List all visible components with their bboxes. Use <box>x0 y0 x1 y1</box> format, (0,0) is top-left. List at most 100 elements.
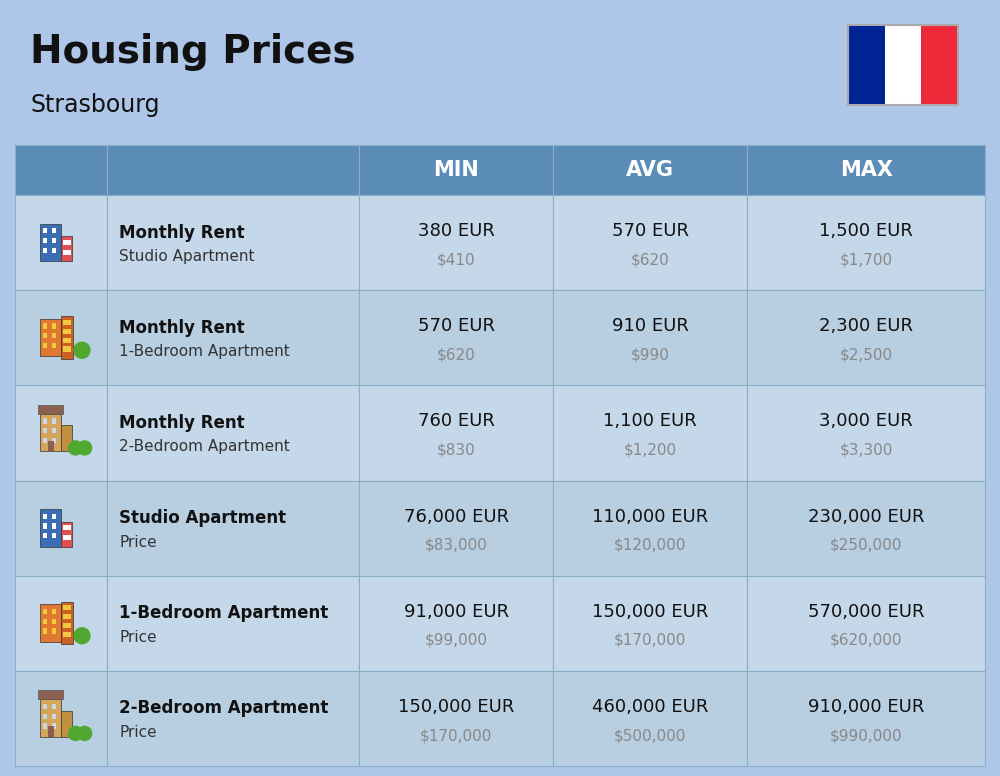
Bar <box>848 25 885 105</box>
Text: Studio Apartment: Studio Apartment <box>119 249 255 264</box>
Text: $3,300: $3,300 <box>839 442 893 458</box>
Bar <box>40 509 61 546</box>
Bar <box>63 535 71 540</box>
Bar <box>48 726 54 737</box>
Bar <box>61 236 72 261</box>
Text: $990,000: $990,000 <box>830 728 902 743</box>
Bar <box>15 480 107 576</box>
Bar <box>63 614 71 619</box>
Text: 76,000 EUR: 76,000 EUR <box>404 508 509 525</box>
Bar <box>359 145 553 195</box>
Text: 110,000 EUR: 110,000 EUR <box>592 508 708 525</box>
Bar <box>63 250 71 255</box>
Text: $250,000: $250,000 <box>830 538 902 553</box>
Bar <box>43 608 47 614</box>
Bar <box>52 333 56 338</box>
Bar <box>43 629 47 633</box>
Bar <box>40 319 61 356</box>
Bar <box>52 608 56 614</box>
Bar <box>52 438 56 443</box>
Bar <box>52 629 56 633</box>
Circle shape <box>78 726 92 740</box>
Bar <box>553 195 747 290</box>
Bar <box>15 195 107 290</box>
Text: 570 EUR: 570 EUR <box>418 317 495 335</box>
Text: 1,100 EUR: 1,100 EUR <box>603 413 697 431</box>
Bar <box>921 25 958 105</box>
Bar <box>43 418 47 424</box>
Bar <box>52 237 56 243</box>
Text: $83,000: $83,000 <box>425 538 488 553</box>
Text: MAX: MAX <box>840 160 893 180</box>
Bar <box>43 248 47 253</box>
Bar <box>359 576 553 670</box>
Bar <box>747 145 985 195</box>
Bar <box>553 576 747 670</box>
Text: 230,000 EUR: 230,000 EUR <box>808 508 924 525</box>
Bar <box>43 228 47 234</box>
Text: 3,000 EUR: 3,000 EUR <box>819 413 913 431</box>
Bar <box>43 618 47 624</box>
Bar <box>43 723 47 729</box>
Bar <box>107 670 359 766</box>
Bar <box>63 632 71 637</box>
Text: 1-Bedroom Apartment: 1-Bedroom Apartment <box>119 605 328 622</box>
Bar <box>43 438 47 443</box>
Circle shape <box>69 726 83 740</box>
Text: $2,500: $2,500 <box>840 348 893 362</box>
Bar <box>61 317 73 359</box>
Bar <box>61 425 72 452</box>
Text: $1,700: $1,700 <box>840 252 893 267</box>
Bar <box>40 223 61 261</box>
Bar <box>43 237 47 243</box>
Bar <box>107 576 359 670</box>
Text: $830: $830 <box>437 442 476 458</box>
Bar <box>52 248 56 253</box>
Bar <box>52 704 56 709</box>
Bar <box>43 428 47 434</box>
Bar <box>52 723 56 729</box>
Text: $410: $410 <box>437 252 476 267</box>
Circle shape <box>74 342 90 359</box>
Bar <box>43 523 47 528</box>
Text: 570 EUR: 570 EUR <box>612 222 689 240</box>
Bar <box>107 290 359 386</box>
Circle shape <box>69 441 83 455</box>
Text: $120,000: $120,000 <box>614 538 687 553</box>
Text: $99,000: $99,000 <box>425 633 488 648</box>
Bar <box>63 346 71 352</box>
Bar <box>359 480 553 576</box>
Bar <box>52 324 56 328</box>
Bar <box>553 480 747 576</box>
Text: Housing Prices: Housing Prices <box>30 33 356 71</box>
Bar <box>107 145 359 195</box>
Text: 91,000 EUR: 91,000 EUR <box>404 603 509 621</box>
Text: 1,500 EUR: 1,500 EUR <box>819 222 913 240</box>
Text: $170,000: $170,000 <box>420 728 493 743</box>
Text: 910 EUR: 910 EUR <box>612 317 689 335</box>
Bar <box>107 195 359 290</box>
Bar <box>553 145 747 195</box>
Text: $1,200: $1,200 <box>624 442 677 458</box>
Bar <box>747 195 985 290</box>
Bar <box>38 691 63 699</box>
Text: $500,000: $500,000 <box>614 728 687 743</box>
Bar <box>63 605 71 610</box>
Bar <box>747 480 985 576</box>
Text: MIN: MIN <box>433 160 479 180</box>
Text: 1-Bedroom Apartment: 1-Bedroom Apartment <box>119 345 290 359</box>
Text: 460,000 EUR: 460,000 EUR <box>592 698 709 716</box>
Bar <box>63 525 71 530</box>
Bar <box>43 514 47 519</box>
Text: $620: $620 <box>631 252 670 267</box>
Bar <box>61 601 73 644</box>
Text: Price: Price <box>119 630 157 645</box>
Text: Monthly Rent: Monthly Rent <box>119 223 245 241</box>
Bar <box>43 343 47 348</box>
Bar <box>43 533 47 539</box>
Text: AVG: AVG <box>626 160 674 180</box>
Bar <box>747 670 985 766</box>
Bar <box>885 25 921 105</box>
Bar <box>359 290 553 386</box>
Bar <box>52 714 56 719</box>
